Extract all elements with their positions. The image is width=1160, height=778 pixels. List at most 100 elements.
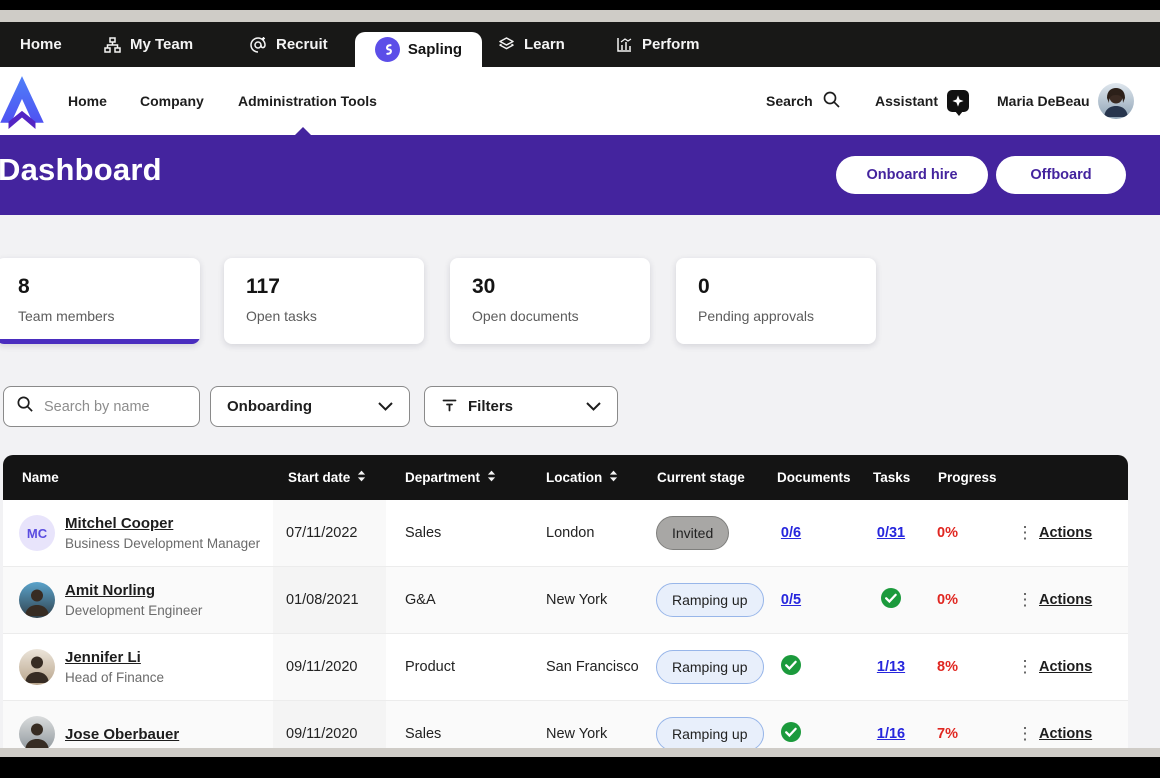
filter-icon	[441, 397, 458, 417]
row-avatar	[19, 649, 55, 685]
tasks-link[interactable]: 0/31	[876, 525, 906, 541]
row-avatar: MC	[19, 515, 55, 551]
current-stage-badge: Invited	[656, 516, 730, 550]
stat-card-open-documents[interactable]: 30 Open documents	[450, 258, 650, 344]
sort-icon[interactable]	[609, 470, 618, 485]
sort-icon[interactable]	[357, 470, 366, 485]
avatar-photo	[1098, 83, 1134, 119]
chevron-down-icon	[586, 398, 601, 416]
department-cell: G&A	[405, 592, 436, 608]
department-cell: Product	[405, 659, 455, 675]
nav-item-administration-tools[interactable]: Administration Tools	[238, 93, 377, 109]
nav-user[interactable]: Maria DeBeau	[997, 93, 1090, 109]
start-date-cell: 09/11/2020	[286, 726, 358, 742]
stat-value: 0	[698, 275, 710, 298]
stat-label: Pending approvals	[698, 308, 814, 324]
row-avatar	[19, 582, 55, 618]
recruit-at-icon	[249, 36, 267, 54]
column-header-department[interactable]: Department	[405, 455, 496, 500]
employee-job-title: Development Engineer	[65, 603, 203, 618]
nav-item-home[interactable]: Home	[68, 93, 107, 109]
location-cell: San Francisco	[546, 659, 639, 675]
employee-name-link[interactable]: Jose Oberbauer	[65, 725, 180, 743]
column-header-documents: Documents	[777, 470, 851, 485]
stat-label: Open tasks	[246, 308, 317, 324]
stat-card-team-members[interactable]: 8 Team members	[0, 258, 200, 344]
tasks-link[interactable]: 1/13	[876, 659, 906, 675]
department-cell: Sales	[405, 525, 442, 541]
learn-layers-icon	[498, 36, 515, 53]
employee-job-title: Business Development Manager	[65, 536, 261, 551]
employee-name-link[interactable]: Amit Norling	[65, 582, 155, 599]
onboarding-table: Name Start date Department Location Current …	[3, 455, 1128, 768]
stat-label: Open documents	[472, 308, 579, 324]
current-stage-badge: Ramping up	[656, 717, 764, 751]
row-menu-dots-icon[interactable]: ⋮	[1016, 657, 1034, 676]
org-chart-icon	[104, 36, 121, 53]
tab-perform[interactable]: Perform	[616, 22, 700, 67]
stat-card-pending-approvals[interactable]: 0 Pending approvals	[676, 258, 876, 344]
progress-cell: 0%	[937, 525, 958, 541]
filters-select[interactable]: Filters	[424, 386, 618, 427]
documents-link[interactable]: 0/5	[780, 592, 802, 608]
app-nav-bar: Home Company Administration Tools Search…	[0, 67, 1160, 136]
start-date-cell: 07/11/2022	[286, 525, 358, 541]
start-date-cell: 09/11/2020	[286, 659, 358, 675]
progress-cell: 0%	[937, 592, 958, 608]
actions-link[interactable]: Actions	[1039, 525, 1093, 541]
tab-learn[interactable]: Learn	[498, 22, 565, 67]
product-tab-bar: Home My Team Recruit Sapling	[0, 22, 1160, 67]
view-select[interactable]: Onboarding	[210, 386, 410, 427]
stat-value: 117	[246, 275, 280, 298]
sapling-logo-icon	[374, 37, 400, 62]
actions-link[interactable]: Actions	[1039, 726, 1093, 742]
nav-assistant[interactable]: Assistant	[875, 67, 970, 135]
employee-name-link[interactable]: Mitchel Cooper	[65, 515, 174, 532]
search-input[interactable]	[42, 397, 189, 416]
table-body: MC Mitchel Cooper Business Development Man…	[3, 500, 1128, 768]
actions-link[interactable]: Actions	[1039, 592, 1093, 608]
perform-chart-icon	[616, 37, 633, 53]
nav-item-company[interactable]: Company	[140, 93, 204, 109]
row-menu-dots-icon[interactable]: ⋮	[1016, 523, 1034, 542]
employee-name-link[interactable]: Jennifer Li	[65, 649, 141, 666]
nav-search[interactable]: Search	[766, 67, 841, 135]
offboard-button[interactable]: Offboard	[996, 156, 1126, 194]
search-by-name-box	[3, 386, 200, 427]
stat-card-open-tasks[interactable]: 117 Open tasks	[224, 258, 424, 344]
department-cell: Sales	[405, 726, 442, 742]
tasks-link[interactable]: 1/16	[876, 726, 906, 742]
actions-link[interactable]: Actions	[1039, 659, 1093, 675]
row-menu-dots-icon[interactable]: ⋮	[1016, 724, 1034, 743]
column-header-name: Name	[22, 470, 59, 485]
employee-job-title: Head of Finance	[65, 670, 165, 685]
user-avatar[interactable]	[1098, 67, 1134, 135]
column-header-start-date[interactable]: Start date	[288, 455, 366, 500]
page-body: 8 Team members 117 Open tasks 30 Open do…	[0, 215, 1160, 768]
current-stage-badge: Ramping up	[656, 650, 764, 684]
tab-home[interactable]: Home	[20, 36, 62, 53]
tab-sapling-active[interactable]: Sapling	[355, 32, 482, 67]
table-row: Amit Norling Development Engineer 01/08/20…	[3, 567, 1128, 634]
tab-recruit[interactable]: Recruit	[249, 22, 328, 67]
chevron-down-icon	[378, 398, 393, 416]
tasks-complete-check-icon	[880, 587, 902, 613]
column-header-tasks: Tasks	[873, 470, 911, 485]
stat-value: 8	[18, 275, 30, 298]
location-cell: New York	[546, 592, 608, 608]
progress-cell: 7%	[937, 726, 958, 742]
column-header-location[interactable]: Location	[546, 455, 618, 500]
stat-value: 30	[472, 275, 496, 298]
stat-label: Team members	[18, 308, 115, 324]
row-menu-dots-icon[interactable]: ⋮	[1016, 590, 1034, 609]
search-icon	[822, 90, 841, 112]
progress-cell: 8%	[937, 659, 958, 675]
documents-link[interactable]: 0/6	[780, 525, 802, 541]
window-edge-strip-top	[0, 10, 1160, 22]
tab-my-team[interactable]: My Team	[104, 22, 193, 67]
sort-icon[interactable]	[487, 470, 496, 485]
active-card-indicator	[0, 339, 200, 344]
column-header-progress: Progress	[938, 470, 997, 485]
assistant-sparkle-icon	[947, 90, 970, 116]
onboard-hire-button[interactable]: Onboard hire	[836, 156, 988, 194]
